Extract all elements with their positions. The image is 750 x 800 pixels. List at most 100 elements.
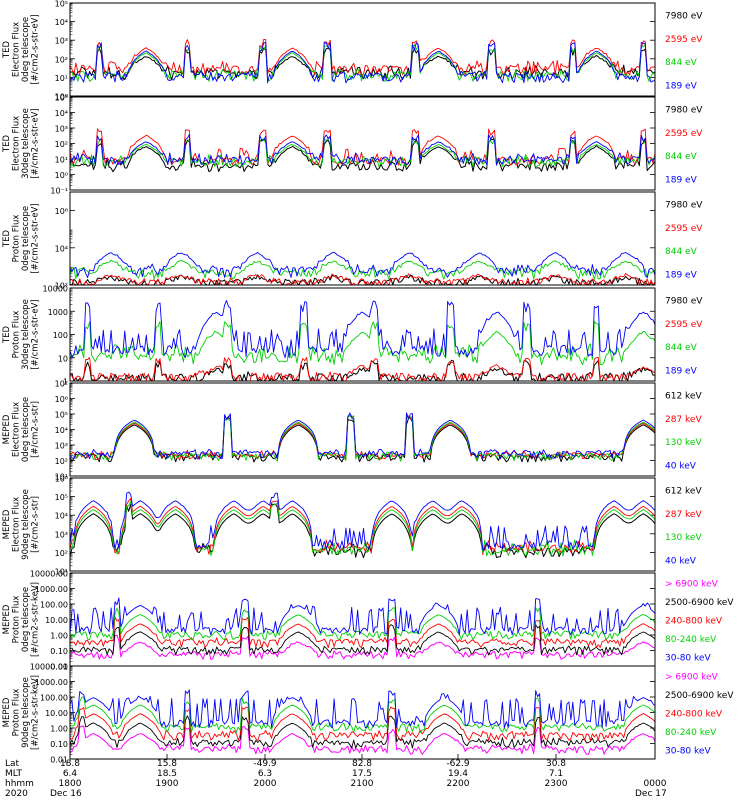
panel-frame <box>69 96 656 191</box>
series-line <box>69 500 656 557</box>
y-axis-label-line: 90deg telescope <box>21 489 31 560</box>
legend-entry: 2595 eV <box>665 224 703 234</box>
legend-entry: > 6900 keV <box>665 579 719 589</box>
y-tick-label: 10.00 <box>45 616 68 625</box>
y-tick-label: 10⁰ <box>55 93 68 102</box>
series-line <box>69 41 656 84</box>
legend-entry: 189 eV <box>665 270 698 280</box>
series-line <box>69 259 656 280</box>
series-line <box>69 138 656 173</box>
series-line <box>69 607 656 641</box>
legend-entry: 189 eV <box>665 175 698 185</box>
panel-frame <box>69 382 656 477</box>
y-axis-label-line: [#/cm2-s-str-eV] <box>30 299 40 369</box>
panel-meped-proton-0deg: MEPED Proton Flux 0deg telescope [#/cm2-s-s… <box>2 570 735 672</box>
y-tick-label: 10¹ <box>55 156 68 165</box>
y-tick-label: 10⁴ <box>55 244 68 253</box>
y-tick-label: 10¹ <box>55 473 68 482</box>
series-line <box>69 134 656 166</box>
y-tick-label: 1.00 <box>50 725 68 734</box>
y-tick-label: 10¹ <box>55 568 68 577</box>
panel-ted-proton-30deg: TED Proton Flux 30deg telescope [#/cm2-s-st… <box>2 285 704 387</box>
y-axis-label-line: TED <box>2 134 12 153</box>
y-axis-label-line: MEPED <box>2 509 12 539</box>
y-tick-label: 100 <box>53 331 68 340</box>
legend-entry: 30-80 keV <box>665 747 711 757</box>
y-tick-label: 10⁵ <box>55 493 68 502</box>
legend-entry: 40 keV <box>665 556 697 566</box>
y-axis-label-line: TED <box>2 40 12 59</box>
y-tick-label: 10³ <box>55 530 68 539</box>
y-tick-label: 0.01 <box>50 663 68 672</box>
y-tick-label: 10⁵ <box>55 0 68 9</box>
panel-meped-proton-90deg: MEPED Proton Flux 90deg telescope [#/cm2-s-… <box>2 663 735 765</box>
y-axis-label: TED Proton Flux 30deg telescope [#/cm2-s-st… <box>2 299 41 370</box>
series-line <box>69 412 656 460</box>
legend-entry: 2595 eV <box>665 320 703 330</box>
x-tick-label-hhmm: 2300 <box>545 779 568 789</box>
series-line <box>69 634 656 661</box>
legend-entry: 7980 eV <box>665 297 703 307</box>
legend-entry: > 6900 keV <box>665 672 719 682</box>
series-line <box>69 689 656 729</box>
x-tick-label-hhmm: 1800 <box>59 779 82 789</box>
y-tick-label: 10000.00 <box>30 663 68 672</box>
x-tick-label-date: Dec 17 <box>635 789 667 799</box>
y-axis-label-line: [#/cm2-s-str-eV] <box>30 108 40 178</box>
x-tick-label-lat: -49.9 <box>253 759 277 769</box>
y-tick-label: 10² <box>55 549 68 558</box>
y-tick-label: 10 <box>58 354 68 363</box>
y-tick-label: 100.00 <box>40 601 68 610</box>
legend-entry: 844 eV <box>665 152 698 162</box>
series-line <box>69 725 656 755</box>
panel-frame <box>69 191 656 286</box>
y-tick-label: 1000 <box>48 308 68 317</box>
y-axis-label: MEPED Proton Flux 90deg telescope [#/cm2-s-… <box>2 675 41 750</box>
y-tick-label: 10³ <box>55 125 68 134</box>
y-tick-label: 10¹ <box>55 74 68 83</box>
series-line <box>69 491 656 551</box>
y-tick-label: 10² <box>55 55 68 64</box>
y-axis-label-line: [#/cm2-s-str] <box>30 496 40 553</box>
legend-entry: 30-80 keV <box>665 654 711 664</box>
y-tick-label: 10⁴ <box>55 426 68 435</box>
legend-entry: 844 eV <box>665 247 698 257</box>
y-axis-label-line: Electron Flux <box>11 402 21 457</box>
panel-meped-electron-90deg: MEPED Electron Flux 90deg telescope [#/cm2-… <box>2 475 703 577</box>
y-tick-label: 10⁶ <box>55 395 68 404</box>
series-line <box>70 616 656 649</box>
y-tick-label: 0.10 <box>50 647 68 656</box>
series-line <box>69 624 656 656</box>
y-axis-label-line: [#/cm2-s-str-keV] <box>30 582 40 657</box>
legend-entry: 189 eV <box>665 81 698 91</box>
y-axis-label-line: 0deg telescope <box>21 206 31 271</box>
y-tick-label: 0.10 <box>50 740 68 749</box>
legend-entry: 612 keV <box>665 487 702 497</box>
legend-entry: 287 keV <box>665 415 702 425</box>
y-axis-label: TED Electron Flux 0deg telescope [#/cm2-s-s… <box>2 14 41 84</box>
x-tick-label-mlt: 18.5 <box>157 769 177 779</box>
series-line <box>69 357 656 382</box>
y-axis-label-line: Proton Flux <box>11 311 21 359</box>
y-axis-label: MEPED Electron Flux 0deg telescope [#/cm2-s… <box>2 397 41 462</box>
y-tick-label: 10⁶ <box>55 207 68 216</box>
series-line <box>69 251 656 279</box>
y-axis-label-line: TED <box>2 229 12 248</box>
y-axis-label-line: 90deg telescope <box>21 677 31 748</box>
y-axis-label: MEPED Electron Flux 90deg telescope [#/cm2-… <box>2 489 41 560</box>
x-tick-label-mlt: 6.4 <box>63 769 78 779</box>
y-tick-label: 10⁴ <box>55 109 68 118</box>
y-tick-label: 10000.00 <box>30 570 68 579</box>
x-tick-label-mlt: 19.4 <box>448 769 468 779</box>
y-tick-label: 10⁰ <box>55 171 68 180</box>
legend-entry: 240-800 keV <box>665 617 723 627</box>
legend-entry: 2500-6900 keV <box>665 598 734 608</box>
y-axis-label-line: 0deg telescope <box>21 397 31 462</box>
y-axis-label: TED Electron Flux 30deg telescope [#/cm2-s-… <box>2 108 41 179</box>
legend-entry: 2595 eV <box>665 35 703 45</box>
x-tick-label-hhmm: 1900 <box>156 779 179 789</box>
y-axis-label-line: [#/cm2-s-str] <box>30 401 40 458</box>
y-axis-label-line: TED <box>2 325 12 344</box>
